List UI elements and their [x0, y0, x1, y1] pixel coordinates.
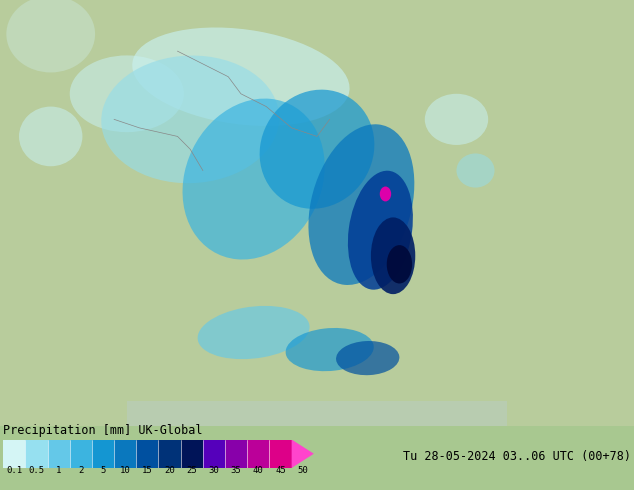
- Ellipse shape: [371, 218, 415, 294]
- Text: Precipitation [mm] UK-Global: Precipitation [mm] UK-Global: [3, 424, 203, 437]
- Bar: [127, 401, 507, 426]
- Text: 20: 20: [164, 466, 175, 475]
- Text: 25: 25: [186, 466, 197, 475]
- Polygon shape: [247, 440, 269, 468]
- Text: Tu 28-05-2024 03..06 UTC (00+78): Tu 28-05-2024 03..06 UTC (00+78): [403, 450, 631, 463]
- Ellipse shape: [260, 90, 374, 209]
- Text: 40: 40: [253, 466, 264, 475]
- Polygon shape: [292, 440, 314, 468]
- Ellipse shape: [308, 124, 415, 285]
- Ellipse shape: [387, 245, 412, 284]
- Ellipse shape: [101, 55, 279, 183]
- Text: 50: 50: [297, 466, 308, 475]
- Ellipse shape: [348, 171, 413, 290]
- Text: 15: 15: [142, 466, 153, 475]
- Polygon shape: [136, 440, 158, 468]
- Ellipse shape: [336, 341, 399, 375]
- Ellipse shape: [425, 94, 488, 145]
- Ellipse shape: [133, 27, 349, 126]
- Polygon shape: [48, 440, 70, 468]
- Text: 0.1: 0.1: [6, 466, 22, 475]
- Polygon shape: [269, 440, 292, 468]
- Polygon shape: [225, 440, 247, 468]
- Ellipse shape: [286, 328, 373, 371]
- Text: 35: 35: [231, 466, 242, 475]
- Ellipse shape: [70, 55, 184, 132]
- Ellipse shape: [198, 306, 309, 359]
- Text: 0.5: 0.5: [29, 466, 44, 475]
- Polygon shape: [181, 440, 203, 468]
- Polygon shape: [70, 440, 92, 468]
- Polygon shape: [203, 440, 225, 468]
- Ellipse shape: [19, 106, 82, 166]
- Ellipse shape: [456, 153, 495, 188]
- Text: 30: 30: [209, 466, 219, 475]
- Polygon shape: [114, 440, 136, 468]
- Ellipse shape: [183, 98, 325, 260]
- Polygon shape: [92, 440, 114, 468]
- Polygon shape: [158, 440, 181, 468]
- Text: 10: 10: [120, 466, 131, 475]
- Text: 45: 45: [275, 466, 286, 475]
- Text: 2: 2: [78, 466, 84, 475]
- Polygon shape: [25, 440, 48, 468]
- Text: 1: 1: [56, 466, 61, 475]
- Polygon shape: [3, 440, 25, 468]
- Text: 5: 5: [100, 466, 106, 475]
- Ellipse shape: [6, 0, 95, 73]
- Ellipse shape: [380, 187, 391, 201]
